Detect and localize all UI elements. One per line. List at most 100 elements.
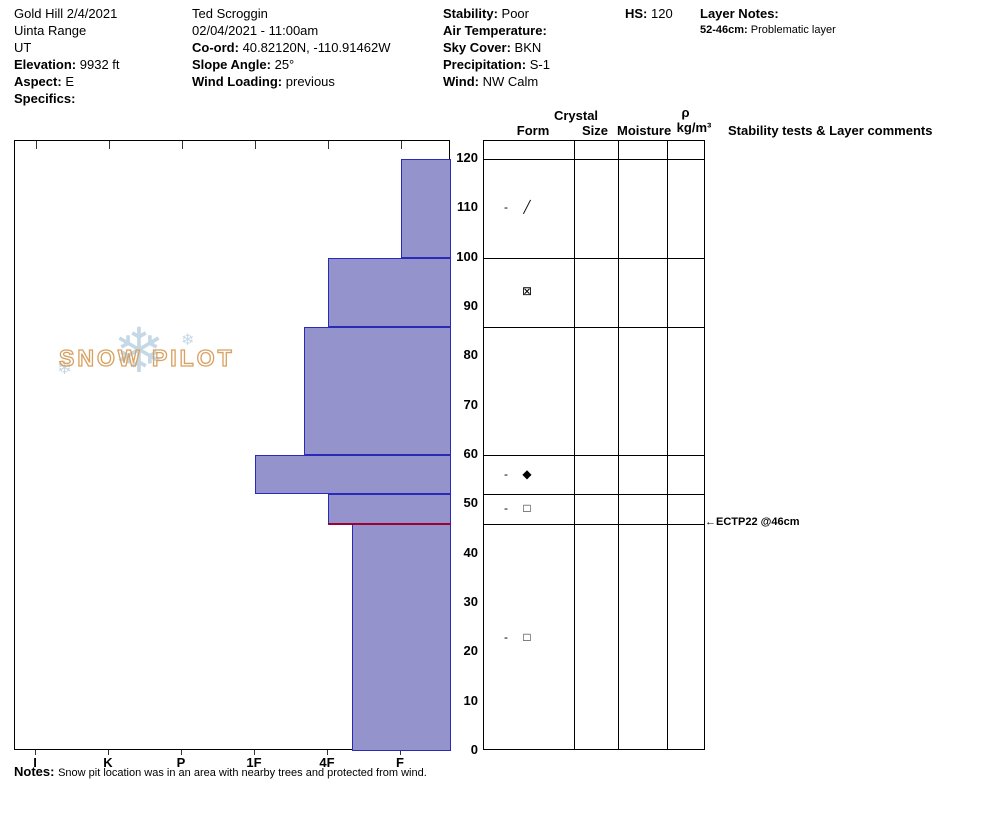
depth-tick-label: 40 xyxy=(463,544,478,560)
axis-tick xyxy=(327,750,328,755)
location-info-column: Gold Hill 2/4/2021 Uinta Range UT Elevat… xyxy=(14,5,120,107)
sky-cover-label: Sky Cover: xyxy=(443,40,511,55)
axis-tick xyxy=(36,141,37,149)
stability-value: Poor xyxy=(501,6,529,21)
grain-form-symbol-faceted-crystals: □ xyxy=(523,501,531,516)
hs-value: 120 xyxy=(651,6,673,21)
depth-tick-label: 20 xyxy=(463,643,478,659)
wind-value: NW Calm xyxy=(482,74,539,89)
depth-tick-label: 100 xyxy=(456,248,478,264)
grain-form-symbol-mixed-forms: ◆ xyxy=(522,466,532,481)
hardness-tick-label: P xyxy=(176,755,186,770)
depth-tick-label: 90 xyxy=(463,298,478,313)
wind-loading-value: previous xyxy=(285,74,335,89)
layer-boundary-line xyxy=(484,455,704,456)
depth-tick-label: 10 xyxy=(463,692,478,708)
slope-angle-value: 25° xyxy=(274,57,295,72)
snow-layer-bar xyxy=(401,159,451,258)
density-symbol-header: ρ xyxy=(681,105,690,120)
crystal-column-header: Crystal xyxy=(553,108,599,123)
stability-test-label: ECTP22 @46cm xyxy=(716,516,800,529)
depth-tick-label: 60 xyxy=(463,446,478,461)
wind-row: Wind: NW Calm xyxy=(443,73,550,90)
sky-cover-row: Sky Cover: BKN xyxy=(443,39,550,56)
depth-tick-label: 50 xyxy=(463,495,478,511)
crystal-table xyxy=(483,140,705,750)
grain-form-prefix: - xyxy=(504,200,508,215)
layer-boundary-line xyxy=(484,257,704,259)
notes-label: Notes: xyxy=(14,764,55,779)
grain-form-symbol-melt-freeze-crust: ⊠ xyxy=(521,284,533,299)
aspect-value: E xyxy=(65,74,74,89)
density-units-header: kg/m³ xyxy=(676,120,712,135)
coord-value: 40.82120N, -110.91462W xyxy=(242,40,391,55)
snow-layer-bar xyxy=(352,524,451,751)
coord-row: Co-ord: 40.82120N, -110.91462W xyxy=(192,39,390,56)
slope-angle-row: Slope Angle: 25° xyxy=(192,56,390,73)
axis-tick xyxy=(401,141,402,149)
grain-form-symbol-faceted-crystals: □ xyxy=(523,629,531,644)
slope-angle-label: Slope Angle: xyxy=(192,57,271,72)
snow-layer-bar xyxy=(328,257,451,327)
hs-row: HS: 120 xyxy=(625,5,673,22)
depth-tick-label: 110 xyxy=(457,199,478,215)
snow-height-column: HS: 120 xyxy=(625,5,673,22)
wind-loading-label: Wind Loading: xyxy=(192,74,283,89)
precipitation-label: Precipitation: xyxy=(443,57,527,72)
depth-tick-label: 0 xyxy=(470,742,478,757)
hs-label: HS: xyxy=(625,6,648,21)
mountain-range: Uinta Range xyxy=(14,23,87,38)
column-divider xyxy=(574,141,575,749)
moisture-column-header: Moisture xyxy=(617,123,672,138)
precipitation-row: Precipitation: S-1 xyxy=(443,56,550,73)
grain-form-prefix: - xyxy=(504,466,508,481)
pit-datetime: 02/04/2021 - 11:00am xyxy=(192,23,319,38)
aspect-label: Aspect: xyxy=(14,74,62,89)
stability-row: Stability: Poor xyxy=(443,5,550,22)
axis-tick xyxy=(254,750,255,755)
depth-tick-label: 70 xyxy=(463,396,478,412)
conditions-info-column: Stability: Poor Air Temperature: Sky Cov… xyxy=(443,5,550,90)
elevation-value: 9932 ft xyxy=(79,57,120,72)
axis-tick xyxy=(108,750,109,755)
layer-boundary-line xyxy=(484,524,704,526)
elevation-row: Elevation: 9932 ft xyxy=(14,56,120,73)
hardness-tick-label: 4F xyxy=(319,755,335,770)
axis-tick xyxy=(328,141,329,149)
wind-label: Wind: xyxy=(443,74,479,89)
air-temp-label: Air Temperature: xyxy=(443,23,547,38)
observer-info-column: Ted Scroggin 02/04/2021 - 11:00am Co-ord… xyxy=(192,5,390,90)
left-arrow-icon: ← xyxy=(705,516,716,529)
depth-tick-label: 80 xyxy=(463,347,478,363)
snow-layer-bar xyxy=(303,326,451,455)
snow-layer-bar xyxy=(255,455,451,495)
specifics-row: Specifics: xyxy=(14,90,120,107)
axis-tick xyxy=(182,141,183,149)
layer-boundary-line xyxy=(484,159,704,160)
comments-column-header: Stability tests & Layer comments xyxy=(728,123,933,138)
stability-label: Stability: xyxy=(443,6,498,21)
snowpilot-watermark: ❄ ❄ ❄ SNOW PILOT xyxy=(53,321,232,405)
pit-name: Gold Hill 2/4/2021 xyxy=(14,6,118,21)
grain-form-symbol-decomposing-fragments: ╱ xyxy=(523,200,531,215)
observer-name: Ted Scroggin xyxy=(192,6,268,21)
hardness-profile-plot: ❄ ❄ ❄ SNOW PILOT xyxy=(14,140,451,751)
hardness-tick-label: 1F xyxy=(246,755,262,770)
axis-tick xyxy=(181,750,182,755)
axis-tick xyxy=(400,750,401,755)
snow-layer-bar xyxy=(328,494,451,525)
hardness-tick-label: F xyxy=(396,755,404,770)
specifics-label: Specifics: xyxy=(14,91,76,106)
wind-loading-row: Wind Loading: previous xyxy=(192,73,390,90)
hardness-tick-label: K xyxy=(103,755,113,770)
coord-label: Co-ord: xyxy=(192,40,239,55)
depth-tick-label: 30 xyxy=(463,594,478,609)
axis-tick xyxy=(255,141,256,149)
column-divider xyxy=(667,141,668,749)
snowflake-icon: ❄ xyxy=(57,358,73,378)
grain-form-prefix: - xyxy=(504,629,508,644)
size-column-header: Size xyxy=(581,123,608,138)
form-column-header: Form xyxy=(516,123,550,138)
layer-note: 52-46cm: Problematic layer xyxy=(700,22,836,39)
